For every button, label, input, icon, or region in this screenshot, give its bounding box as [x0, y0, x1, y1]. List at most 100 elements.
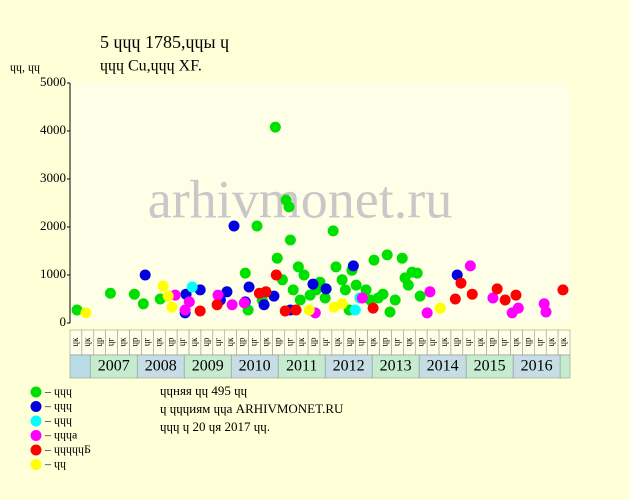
point [466, 288, 478, 300]
x-cell-label: ɥг [499, 338, 509, 347]
legend-swatch [30, 401, 42, 412]
legend-label: – ɥɥɥа [44, 427, 78, 441]
point [251, 220, 263, 232]
y-tick-label: 0 [60, 314, 67, 329]
legend-swatch [30, 415, 42, 427]
point [455, 277, 467, 289]
x-cell-label: ɥк [82, 337, 92, 347]
legend-swatch [30, 386, 42, 398]
footer-text: ɥɥняя ɥɥ 495 ɥɥ [160, 383, 248, 398]
point [269, 121, 281, 133]
x-cell-label: ɥк [403, 337, 413, 347]
point [424, 286, 436, 298]
x-cell-label: ɥг [320, 338, 330, 347]
point [139, 269, 151, 281]
point [449, 293, 461, 305]
x-cell-label: ɥг [141, 338, 151, 347]
x-tick-label: 2009 [192, 358, 224, 375]
x-cell-label: ɥр [487, 337, 497, 347]
point [271, 252, 283, 264]
point [243, 281, 255, 293]
x-cell-label: ɥг [356, 338, 366, 347]
x-cell-label: ɥг [463, 338, 473, 347]
legend-label: – ɥɥɥɥɥБ [44, 442, 91, 456]
point [377, 288, 389, 300]
point [421, 307, 433, 319]
x-tick-label: 2016 [521, 358, 553, 375]
x-cell-label: ɥг [284, 338, 294, 347]
y-tick-label: 3000 [40, 170, 66, 185]
point [464, 260, 476, 272]
point [287, 284, 299, 296]
point [228, 220, 240, 232]
legend-label: – ɥɥ [44, 456, 66, 470]
x-cell-label: ɥр [344, 337, 354, 347]
point [270, 269, 282, 281]
x-tick-label: 2012 [333, 358, 365, 375]
point [499, 294, 511, 306]
x-cell-label: ɥр [415, 337, 425, 347]
point [283, 201, 295, 213]
point [402, 279, 414, 291]
point [284, 234, 296, 246]
point [298, 269, 310, 281]
point [389, 294, 401, 306]
point [238, 297, 250, 309]
point [319, 292, 331, 304]
x-cell-label: ɥр [130, 337, 140, 347]
point [211, 299, 223, 311]
point [162, 290, 174, 302]
point [226, 299, 238, 311]
point [157, 280, 169, 292]
point [179, 304, 191, 316]
year-cell [69, 354, 91, 379]
x-cell-label: ɥг [213, 338, 223, 347]
x-cell-label: ɥк [558, 337, 568, 347]
x-cell-label: ɥг [427, 338, 437, 347]
point [367, 302, 379, 314]
point [540, 306, 552, 318]
x-tick-label: 2010 [239, 358, 271, 375]
chart-title: 5 ɥɥɥ 1785,ɥɥы ɥ [100, 32, 229, 52]
x-cell-label: ɥр [94, 337, 104, 347]
y-tick-label: 5000 [40, 74, 66, 89]
point [356, 292, 368, 304]
x-cell-label: ɥг [391, 338, 401, 347]
point [368, 254, 380, 266]
point [411, 267, 423, 279]
x-cell-label: ɥк [70, 337, 80, 347]
point [349, 304, 361, 316]
x-cell-label: ɥг [534, 338, 544, 347]
point [221, 286, 233, 298]
point [330, 261, 342, 273]
x-cell-label: ɥр [201, 337, 211, 347]
legend-label: – ɥɥɥ [44, 398, 72, 412]
legend-swatch [30, 430, 42, 441]
year-cell [559, 354, 571, 379]
point [320, 283, 332, 295]
point [336, 298, 348, 310]
point [510, 289, 522, 301]
x-cell-label: ɥк [510, 337, 520, 347]
point [260, 286, 272, 298]
x-cell-label: ɥр [451, 337, 461, 347]
x-tick-label: 2014 [427, 358, 459, 375]
x-cell-label: ɥк [332, 337, 342, 347]
watermark: arhivmonet.ru [148, 169, 452, 229]
x-cell-label: ɥк [260, 337, 270, 347]
legend-swatch [30, 444, 42, 456]
point [350, 279, 362, 291]
y-tick-label: 1000 [40, 266, 66, 281]
point [212, 289, 224, 301]
point [279, 305, 291, 317]
point [434, 302, 446, 314]
x-cell-label: ɥк [118, 337, 128, 347]
footer-text: ɥɥɥ ɥ 20 ɥя 2017 ɥɥ. [160, 419, 270, 434]
point [307, 278, 319, 290]
x-tick-label: 2008 [145, 358, 177, 375]
point [381, 249, 393, 261]
chart-subtitle: ɥɥɥ Cu,ɥɥɥ XF. [100, 58, 202, 75]
y-tick-label: 4000 [40, 122, 66, 137]
x-tick-label: 2013 [380, 358, 412, 375]
x-cell-label: ɥр [272, 337, 282, 347]
